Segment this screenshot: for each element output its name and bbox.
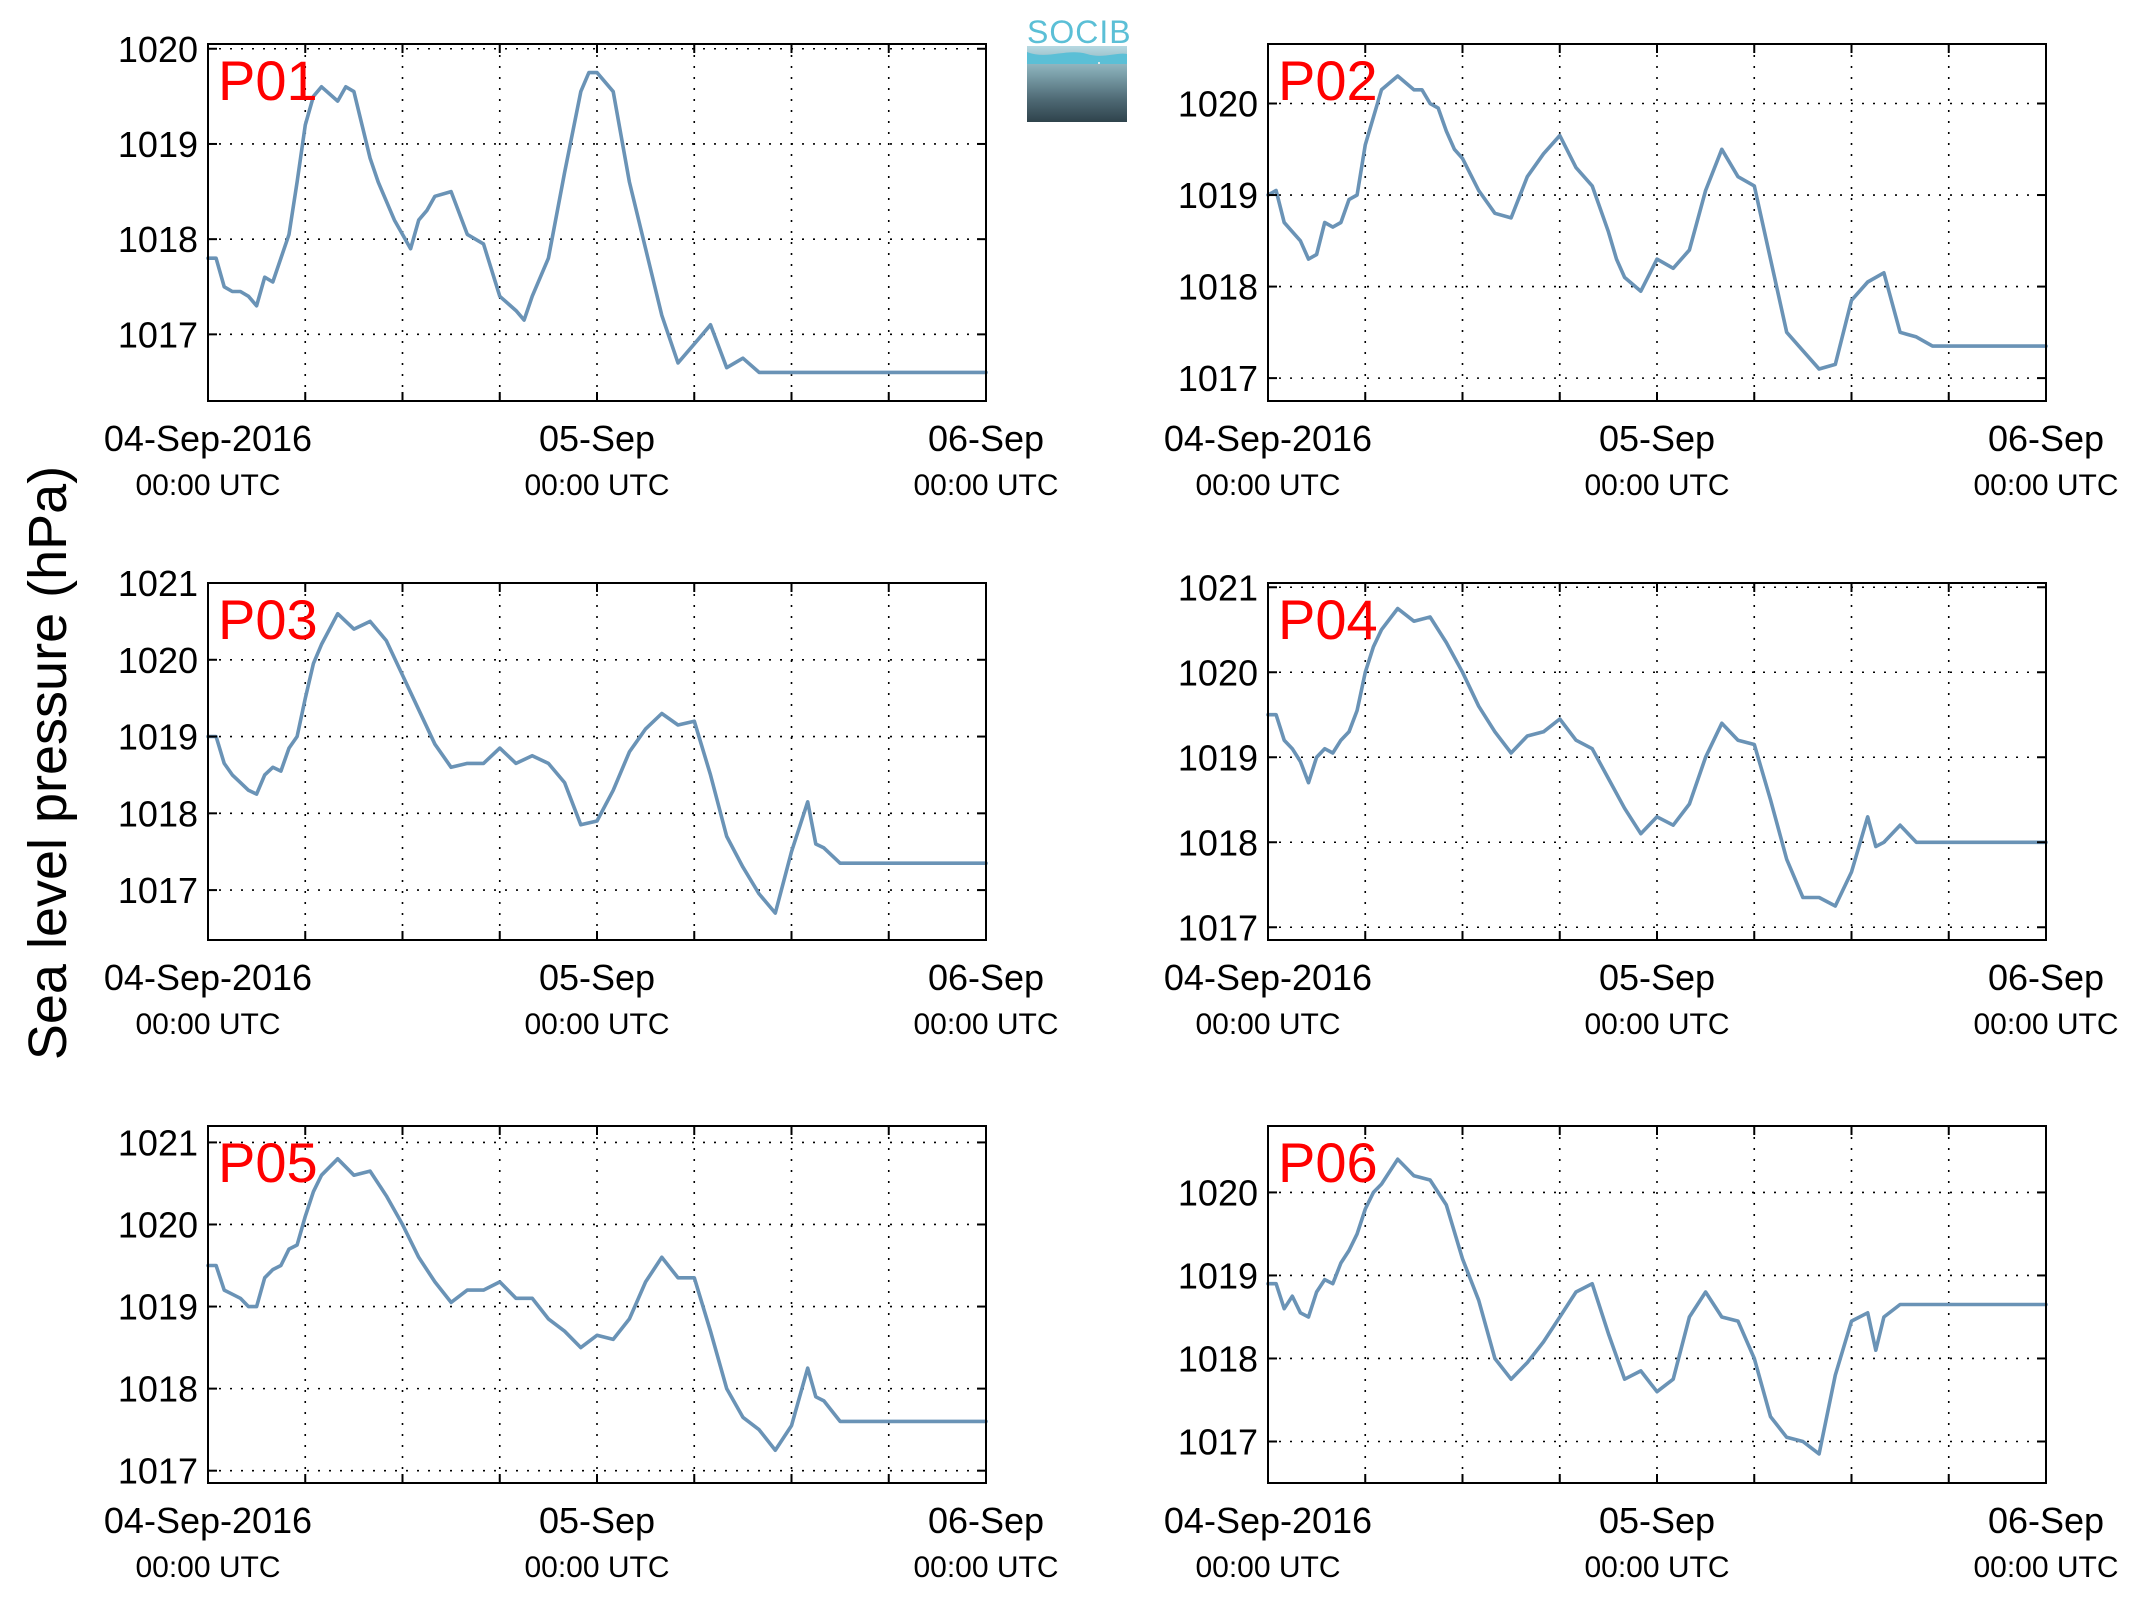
y-tick-label: 1017 (118, 314, 198, 355)
y-tick-label: 1017 (1178, 358, 1258, 399)
y-tick-label: 1017 (118, 1451, 198, 1492)
series-line (206, 70, 988, 375)
x-tick-label: 06-Sep (928, 1500, 1044, 1541)
x-tick-label: 06-Sep (928, 418, 1044, 459)
y-tick-label: 1019 (1178, 1255, 1258, 1296)
x-tick-sublabel: 00:00 UTC (1584, 469, 1729, 502)
y-tick-label: 1018 (118, 219, 198, 260)
chart-panel-6: 1017 1018 1019 1020 04-Sep-2016 00:00 UTC 05-S… (1164, 1125, 2119, 1584)
x-tick-label: 04-Sep-2016 (1164, 1500, 1372, 1541)
y-tick-label: 1020 (118, 29, 198, 70)
panel-label: P05 (218, 1131, 318, 1194)
x-tick-sublabel: 00:00 UTC (913, 469, 1058, 502)
x-tick-label: 04-Sep-2016 (104, 957, 312, 998)
x-tick-sublabel: 00:00 UTC (135, 1551, 280, 1584)
panel-label: P04 (1278, 588, 1378, 651)
x-tick-label: 05-Sep (539, 1500, 655, 1541)
x-tick-sublabel: 00:00 UTC (524, 469, 669, 502)
plot-frame (207, 43, 987, 402)
panel-label: P06 (1278, 1131, 1378, 1194)
x-tick-sublabel: 00:00 UTC (1584, 1008, 1729, 1041)
x-tick-label: 05-Sep (539, 957, 655, 998)
y-tick-label: 1020 (1178, 84, 1258, 125)
logo-graphic (1027, 46, 1127, 122)
x-tick-sublabel: 00:00 UTC (913, 1008, 1058, 1041)
x-tick-sublabel: 00:00 UTC (913, 1551, 1058, 1584)
chart-panel-1: 1017 1018 1019 1020 04-Sep-2016 00:00 UTC 05-S… (104, 29, 1059, 502)
y-tick-label: 1018 (1178, 1338, 1258, 1379)
series-line (1266, 606, 2048, 908)
y-tick-label: 1019 (1178, 737, 1258, 778)
y-tick-label: 1017 (1178, 1421, 1258, 1462)
panel-label: P01 (218, 49, 318, 112)
x-tick-label: 06-Sep (928, 957, 1044, 998)
plot-frame (1267, 582, 2047, 941)
x-tick-label: 04-Sep-2016 (104, 1500, 312, 1541)
x-tick-sublabel: 00:00 UTC (135, 469, 280, 502)
y-tick-label: 1020 (1178, 1172, 1258, 1213)
y-tick-label: 1021 (118, 1122, 198, 1163)
x-tick-sublabel: 00:00 UTC (1973, 469, 2118, 502)
series-line (206, 611, 988, 915)
y-tick-label: 1017 (118, 870, 198, 911)
y-tick-label: 1018 (1178, 822, 1258, 863)
y-tick-label: 1021 (1178, 567, 1258, 608)
plot-frame (1267, 43, 2047, 402)
x-tick-sublabel: 00:00 UTC (1973, 1008, 2118, 1041)
logo-text: SOCIB (1027, 14, 1132, 50)
y-tick-label: 1019 (118, 717, 198, 758)
x-tick-label: 04-Sep-2016 (1164, 418, 1372, 459)
x-tick-sublabel: 00:00 UTC (135, 1008, 280, 1041)
plot-frame (207, 1125, 987, 1484)
x-tick-sublabel: 00:00 UTC (524, 1551, 669, 1584)
x-tick-label: 05-Sep (1599, 418, 1715, 459)
series-line (206, 1157, 988, 1452)
y-tick-label: 1020 (1178, 652, 1258, 693)
x-tick-sublabel: 00:00 UTC (1195, 1008, 1340, 1041)
series-line (1266, 74, 2048, 371)
chart-panel-2: 1017 1018 1019 1020 04-Sep-2016 00:00 UTC 05-S… (1164, 43, 2119, 502)
y-tick-label: 1019 (1178, 175, 1258, 216)
x-tick-sublabel: 00:00 UTC (1584, 1551, 1729, 1584)
x-tick-label: 04-Sep-2016 (104, 418, 312, 459)
y-tick-label: 1019 (118, 124, 198, 165)
chart-panel-5: 1017 1018 1019 1020 1021 04-Sep-2016 00:00 UTC… (104, 1122, 1059, 1584)
panel-label: P02 (1278, 49, 1378, 112)
x-tick-sublabel: 00:00 UTC (1195, 469, 1340, 502)
x-tick-label: 05-Sep (539, 418, 655, 459)
x-tick-label: 06-Sep (1988, 1500, 2104, 1541)
y-tick-label: 1018 (118, 793, 198, 834)
y-tick-label: 1020 (118, 1204, 198, 1245)
socib-logo: SOCIB (1027, 14, 1132, 122)
x-tick-label: 04-Sep-2016 (1164, 957, 1372, 998)
y-tick-label: 1020 (118, 640, 198, 681)
x-tick-label: 06-Sep (1988, 957, 2104, 998)
y-tick-label: 1017 (1178, 907, 1258, 948)
series-line (1266, 1157, 2048, 1456)
x-tick-label: 06-Sep (1988, 418, 2104, 459)
chart-panel-4: 1017 1018 1019 1020 1021 04-Sep-2016 00:00 UTC… (1164, 567, 2119, 1041)
chart-panel-3: 1017 1018 1019 1020 1021 04-Sep-2016 00:00 UTC… (104, 563, 1059, 1041)
panel-label: P03 (218, 588, 318, 651)
x-tick-sublabel: 00:00 UTC (1195, 1551, 1340, 1584)
x-tick-sublabel: 00:00 UTC (524, 1008, 669, 1041)
y-tick-label: 1018 (1178, 267, 1258, 308)
y-tick-label: 1018 (118, 1369, 198, 1410)
y-tick-label: 1021 (118, 563, 198, 604)
y-tick-label: 1019 (118, 1287, 198, 1328)
x-tick-label: 05-Sep (1599, 957, 1715, 998)
x-tick-sublabel: 00:00 UTC (1973, 1551, 2118, 1584)
x-tick-label: 05-Sep (1599, 1500, 1715, 1541)
